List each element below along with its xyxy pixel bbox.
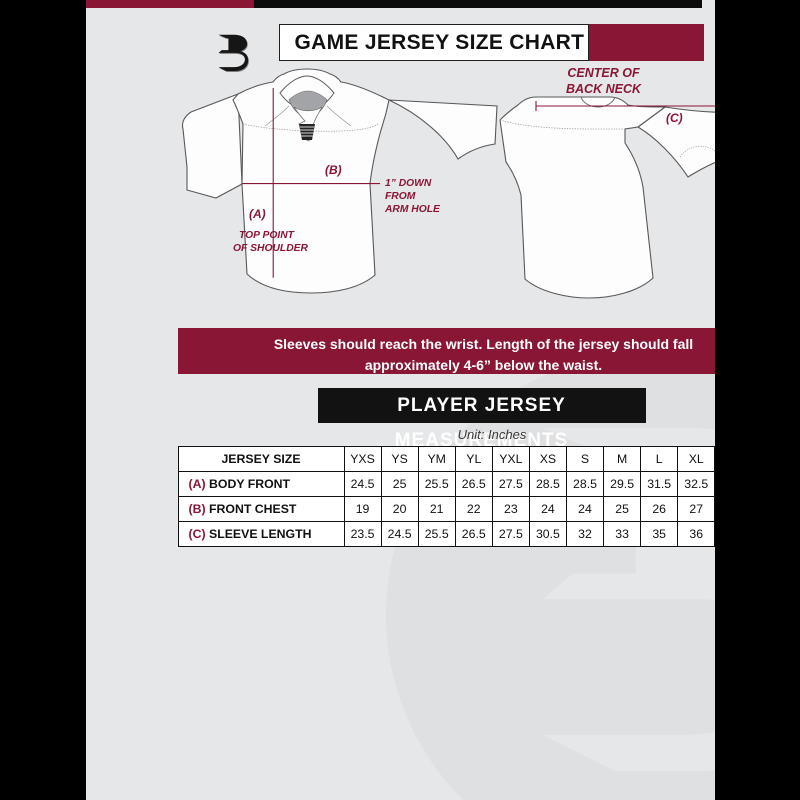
svg-text:(B): (B) (325, 163, 342, 177)
svg-text:ARM HOLE: ARM HOLE (384, 204, 441, 215)
svg-text:FROM: FROM (385, 191, 416, 202)
svg-text:(C): (C) (666, 111, 683, 125)
svg-text:TOP POINT: TOP POINT (239, 230, 296, 241)
svg-text:OF SHOULDER: OF SHOULDER (233, 243, 309, 254)
svg-text:1” DOWN: 1” DOWN (385, 178, 432, 189)
svg-text:(A): (A) (249, 207, 266, 221)
